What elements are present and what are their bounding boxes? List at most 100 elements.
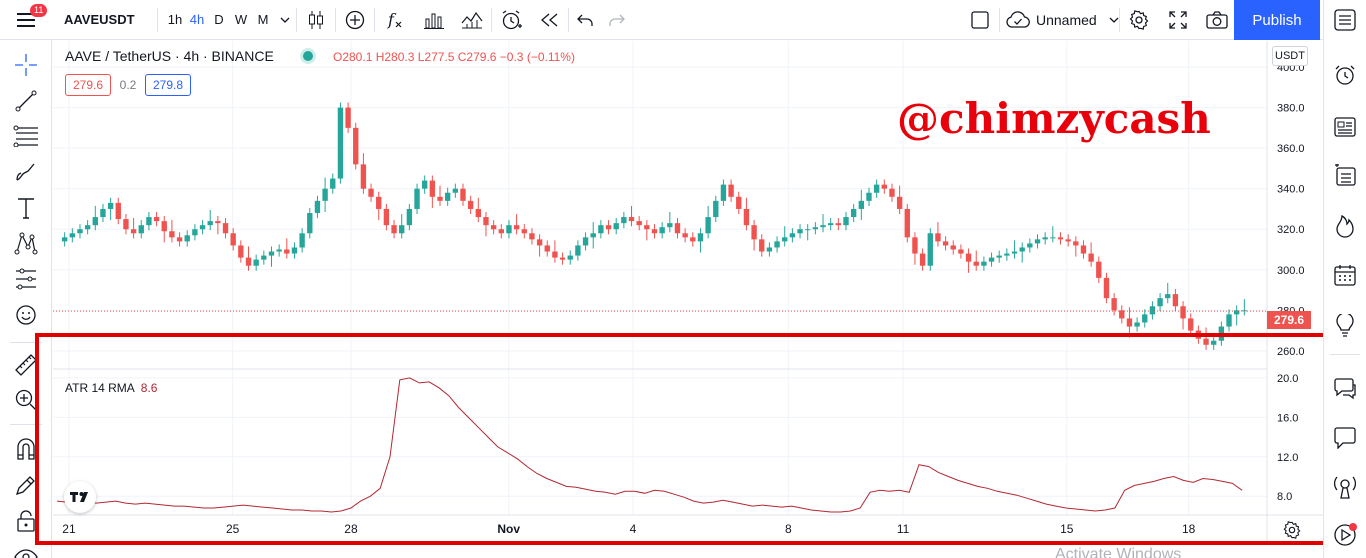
layout-name-button[interactable]: Unnamed bbox=[1006, 0, 1119, 40]
timeframe-1h[interactable]: 1h bbox=[167, 12, 183, 27]
candle-body bbox=[353, 127, 359, 165]
time-tick-label: 28 bbox=[344, 522, 358, 536]
stay-in-drawing-mode-button[interactable] bbox=[13, 472, 39, 498]
candle-body bbox=[797, 229, 803, 234]
financials-button[interactable] bbox=[415, 0, 453, 40]
candle-body bbox=[153, 217, 160, 222]
pattern-tool-button[interactable] bbox=[13, 230, 39, 256]
replay-button[interactable] bbox=[530, 0, 568, 40]
tradingview-logo[interactable] bbox=[64, 481, 96, 513]
candle-body bbox=[1233, 310, 1240, 315]
watermark-text: @chimzycash bbox=[897, 94, 1211, 143]
symbol-search-button[interactable]: AAVEUSDT bbox=[64, 12, 135, 27]
alert-button[interactable] bbox=[492, 0, 530, 40]
atr-tick-label: 8.0 bbox=[1277, 491, 1292, 503]
candle-body bbox=[192, 229, 198, 236]
hotlist-button[interactable] bbox=[1332, 213, 1358, 239]
menu-button[interactable]: 11 bbox=[0, 0, 52, 40]
calendar-button[interactable] bbox=[1332, 262, 1358, 288]
candle-body bbox=[567, 255, 573, 260]
candle-body bbox=[337, 107, 344, 179]
candle-body bbox=[130, 229, 137, 234]
sell-price-box[interactable]: 279.6 bbox=[65, 74, 111, 96]
chart-type-button[interactable] bbox=[297, 0, 335, 40]
atr-legend[interactable]: ATR 14 RMA 8.6 bbox=[65, 381, 157, 395]
chevron-down-icon bbox=[280, 17, 290, 23]
data-window-button[interactable] bbox=[1332, 162, 1358, 188]
fullscreen-button[interactable] bbox=[1159, 0, 1197, 40]
snapshot-button[interactable] bbox=[1198, 0, 1236, 40]
indicators-button[interactable]: f bbox=[375, 0, 415, 40]
select-layout-button[interactable] bbox=[961, 0, 999, 40]
ideas-button[interactable] bbox=[1332, 313, 1358, 339]
news-button[interactable] bbox=[1332, 114, 1358, 140]
candle-body bbox=[935, 233, 941, 242]
text-tool-button[interactable] bbox=[13, 195, 39, 221]
time-tick-label: 18 bbox=[1182, 522, 1196, 536]
trend-line-tool-button[interactable] bbox=[13, 88, 39, 114]
templates-button[interactable] bbox=[453, 0, 491, 40]
play-circle-icon bbox=[1334, 523, 1357, 546]
undo-button[interactable] bbox=[569, 0, 601, 40]
price-candles bbox=[61, 102, 1248, 350]
candle-body bbox=[475, 208, 481, 218]
candle-body bbox=[1103, 277, 1110, 299]
atr-scale: 8.0 12.0 16.0 20.0 bbox=[1277, 373, 1298, 503]
fib-tool-button[interactable] bbox=[13, 123, 39, 149]
chart-canvas[interactable]: 260.0280.0300.0320.0340.0360.0380.0400.0… bbox=[53, 41, 1323, 545]
divider bbox=[335, 7, 336, 32]
lock-drawings-button[interactable] bbox=[13, 508, 39, 534]
cloud-check-icon bbox=[1006, 11, 1030, 28]
icon-tool-button[interactable] bbox=[13, 302, 39, 328]
time-scale-settings-button[interactable] bbox=[1283, 521, 1301, 544]
currency-button[interactable]: USDT bbox=[1272, 46, 1308, 66]
zoom-tool-button[interactable] bbox=[13, 387, 39, 413]
timeframe-dropdown-button[interactable] bbox=[274, 0, 296, 40]
candle-body bbox=[759, 239, 765, 252]
chats-button[interactable] bbox=[1332, 376, 1358, 402]
candle-body bbox=[1111, 298, 1117, 311]
market-status-dot[interactable] bbox=[303, 51, 313, 61]
candle-body bbox=[1080, 245, 1087, 254]
spread-value: 0.2 bbox=[119, 78, 137, 92]
timeframe-w[interactable]: W bbox=[234, 12, 248, 27]
candle-body bbox=[896, 196, 903, 209]
plus-circle-icon bbox=[345, 10, 365, 29]
brush-tool-button[interactable] bbox=[13, 159, 39, 185]
candle-body bbox=[61, 237, 68, 242]
candle-body bbox=[942, 241, 949, 246]
timeframe-m[interactable]: M bbox=[257, 12, 269, 27]
chart-settings-button[interactable] bbox=[1120, 0, 1158, 40]
eye-icon bbox=[14, 549, 38, 558]
candle-body bbox=[1027, 243, 1033, 248]
prediction-tool-button[interactable] bbox=[13, 266, 39, 292]
alerts-button[interactable] bbox=[1332, 62, 1358, 88]
prediction-icon bbox=[16, 268, 36, 290]
redo-button[interactable] bbox=[601, 0, 633, 40]
buy-price-box[interactable]: 279.8 bbox=[145, 74, 191, 96]
tv-logo-icon bbox=[70, 492, 88, 502]
hide-drawings-button[interactable] bbox=[13, 544, 39, 558]
public-chats-button[interactable] bbox=[1332, 425, 1358, 451]
candle-body bbox=[1134, 322, 1140, 327]
crosshair-tool-button[interactable] bbox=[13, 52, 39, 78]
streams-button[interactable] bbox=[1332, 474, 1358, 500]
candle-body bbox=[107, 202, 114, 209]
symbol-legend[interactable]: AAVE / TetherUS · 4h · BINANCE bbox=[65, 48, 274, 64]
timeframe-4h[interactable]: 4h bbox=[189, 12, 205, 27]
magnet-tool-button[interactable] bbox=[13, 436, 39, 462]
candle-body bbox=[100, 208, 106, 218]
candle-body bbox=[1011, 251, 1018, 254]
measure-tool-button[interactable] bbox=[13, 352, 39, 378]
candle-body bbox=[973, 261, 979, 266]
smiley-icon bbox=[16, 305, 36, 325]
candle-body bbox=[483, 217, 489, 226]
video-button[interactable] bbox=[1332, 522, 1358, 548]
compare-button[interactable] bbox=[336, 0, 374, 40]
watchlist-button[interactable] bbox=[1332, 7, 1358, 33]
timeframe-d[interactable]: D bbox=[214, 12, 224, 27]
candle-body bbox=[682, 233, 688, 238]
top-toolbar: 11 AAVEUSDT 1h 4h D W M f bbox=[0, 0, 1366, 40]
candle-body bbox=[215, 221, 221, 224]
publish-button[interactable]: Publish bbox=[1234, 0, 1320, 40]
